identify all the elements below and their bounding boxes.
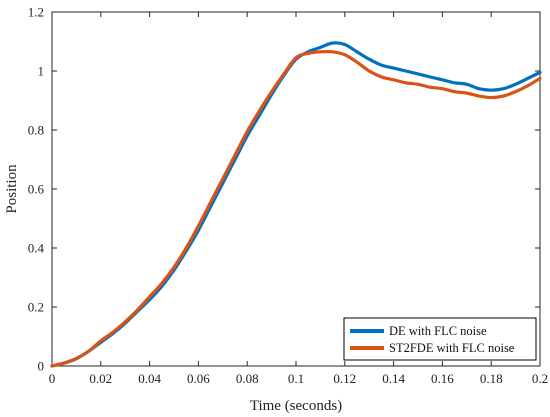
y-axis-label: Position: [4, 164, 20, 214]
y-tick-label: 0.8: [28, 123, 44, 138]
series-layer: [50, 41, 542, 368]
plot-area: [51, 11, 541, 367]
y-axis-ticks: 0 0.2 0.4 0.6 0.8 1 1.2: [28, 5, 540, 374]
x-tick-label: 0.2: [532, 371, 548, 386]
x-tick-label: 0.08: [236, 371, 259, 386]
legend: DE with FLC noise ST2FDE with FLC noise: [343, 317, 537, 361]
series-line-st2fde: [50, 49, 542, 368]
y-tick-label: 1: [38, 64, 45, 79]
y-tick-label: 0.2: [28, 300, 44, 315]
y-tick-label: 1.2: [28, 5, 44, 20]
x-tick-label: 0.12: [333, 371, 356, 386]
x-tick-label: 0.1: [288, 371, 304, 386]
legend-label-de: DE with FLC noise: [389, 324, 487, 338]
x-tick-label: 0.04: [138, 371, 161, 386]
x-tick-label: 0.16: [431, 371, 454, 386]
x-tick-label: 0.18: [480, 371, 503, 386]
y-tick-label: 0.6: [28, 182, 45, 197]
plot-frame: [51, 11, 541, 367]
x-tick-label: 0.06: [187, 371, 210, 386]
legend-label-st2fde: ST2FDE with FLC noise: [389, 341, 515, 355]
x-tick-label: 0.14: [382, 371, 405, 386]
y-tick-label: 0.4: [28, 241, 45, 256]
x-tick-label: 0: [49, 371, 56, 386]
x-axis-ticks: 0 0.02 0.04 0.06 0.08 0.1 0.12 0.14 0.16 0.18 0.2: [49, 12, 548, 386]
x-tick-label: 0.02: [89, 371, 112, 386]
legend-box: [343, 317, 537, 361]
x-axis-label: Time (seconds): [250, 398, 342, 414]
y-tick-label: 0: [38, 359, 45, 374]
